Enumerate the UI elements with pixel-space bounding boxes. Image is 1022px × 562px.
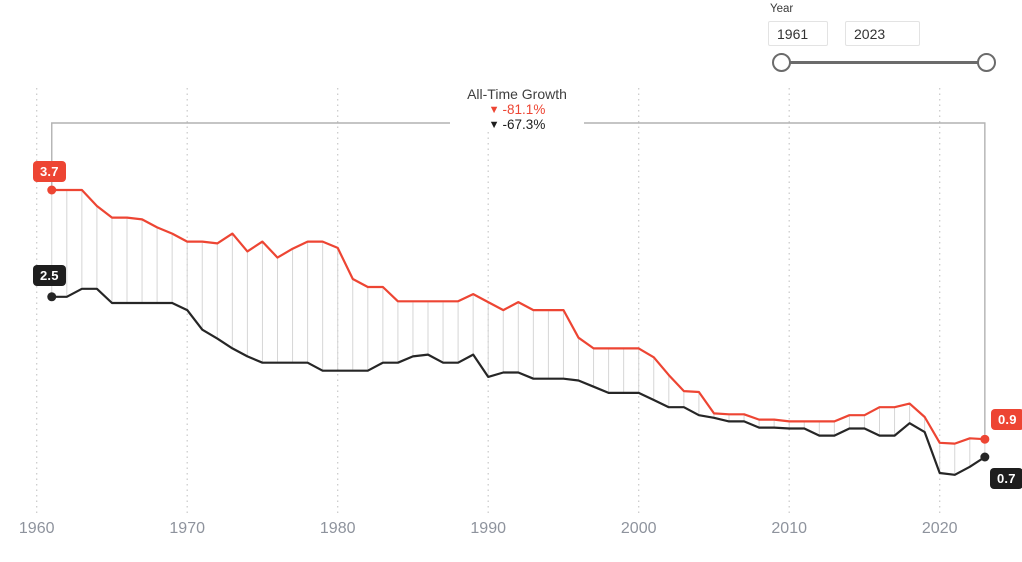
- x-axis-label: 1990: [470, 520, 506, 537]
- legend-value-bottom: -67.3%: [502, 117, 546, 132]
- legend-entry-bottom-series: ▼ -67.3%: [450, 118, 584, 132]
- x-axis-label: 1960: [19, 520, 55, 537]
- down-triangle-icon: ▼: [488, 119, 500, 131]
- all-time-growth-bracket: [51, 122, 986, 435]
- bottom-line-start-dot: [47, 292, 57, 302]
- x-axis-label: 2010: [771, 520, 807, 537]
- x-axis-label: 1970: [169, 520, 205, 537]
- year-range-slider-track[interactable]: [782, 61, 987, 64]
- x-axis-label: 2020: [922, 520, 958, 537]
- end-year-input[interactable]: [845, 21, 920, 46]
- top-line-start-dot: [47, 185, 57, 195]
- year-slider-end-handle[interactable]: [977, 53, 996, 72]
- legend-value-top: -81.1%: [502, 102, 546, 117]
- legend-title: All-Time Growth: [467, 86, 567, 102]
- top-line-path: [50, 188, 987, 445]
- year-filter-label: Year: [770, 3, 794, 15]
- year-range-controls: Year: [0, 0, 1022, 80]
- x-axis-label: 2000: [621, 520, 657, 537]
- legend-entry-top-series: ▼ -81.1%: [450, 103, 584, 117]
- end-value-badge-top: 0.9: [991, 409, 1022, 430]
- top-line-end-dot: [980, 434, 990, 444]
- end-value-badge-bottom: 0.7: [990, 468, 1022, 489]
- year-slider-start-handle[interactable]: [772, 53, 791, 72]
- start-year-input[interactable]: [768, 21, 828, 46]
- all-time-growth-legend: All-Time Growth ▼ -81.1% ▼ -67.3%: [450, 86, 584, 132]
- start-value-badge-bottom: 2.5: [33, 265, 66, 286]
- x-axis-label: 1980: [320, 520, 356, 537]
- bottom-line-path: [50, 287, 987, 476]
- start-value-badge-top: 3.7: [33, 161, 66, 182]
- down-triangle-icon: ▼: [488, 104, 500, 116]
- bottom-line-end-dot: [980, 452, 990, 462]
